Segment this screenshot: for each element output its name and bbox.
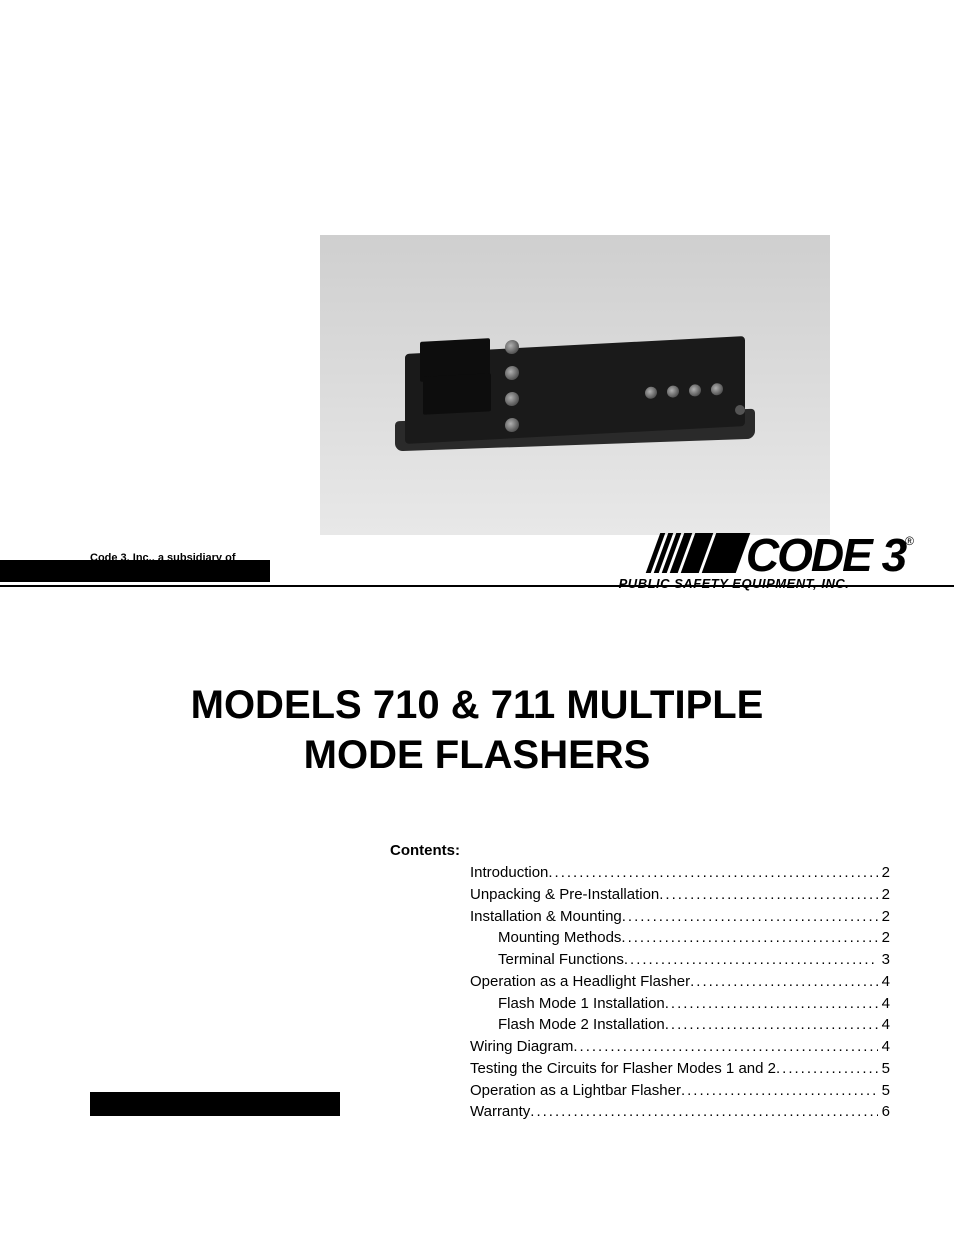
toc-label: Wiring Diagram [470, 1036, 573, 1058]
contents-heading: Contents: [0, 842, 460, 859]
toc-page: 3 [878, 949, 890, 971]
toc-row: Mounting Methods 2 [470, 927, 890, 949]
toc-page: 2 [878, 884, 890, 906]
toc-leader [573, 1036, 877, 1058]
toc-page: 4 [878, 1014, 890, 1036]
toc-page: 4 [878, 993, 890, 1015]
toc-row: Terminal Functions 3 [470, 949, 890, 971]
device-illustration [385, 315, 765, 455]
toc-label: Flash Mode 2 Installation [470, 1014, 665, 1036]
toc-label: Terminal Functions [470, 949, 624, 971]
toc-label: Testing the Circuits for Flasher Modes 1… [470, 1058, 776, 1080]
toc-row: Warranty 6 [470, 1101, 890, 1123]
toc-row: Introduction 2 [470, 862, 890, 884]
product-photo [320, 235, 830, 535]
header-black-bar [0, 560, 270, 582]
toc-row: Flash Mode 2 Installation 4 [470, 1014, 890, 1036]
toc-page: 2 [878, 862, 890, 884]
toc-label: Unpacking & Pre-Installation [470, 884, 659, 906]
toc-leader [624, 949, 878, 971]
toc-row: Installation & Mounting 2 [470, 906, 890, 928]
toc-leader [681, 1080, 878, 1102]
logo-brand-text: CODE 3 [746, 532, 905, 578]
toc-label: Introduction [470, 862, 548, 884]
toc-row: Operation as a Lightbar Flasher 5 [470, 1080, 890, 1102]
logo-stripes-icon [653, 533, 746, 578]
toc-label: Operation as a Lightbar Flasher [470, 1080, 681, 1102]
toc-label: Flash Mode 1 Installation [470, 993, 665, 1015]
toc-row: Operation as a Headlight Flasher 4 [470, 971, 890, 993]
toc-page: 5 [878, 1058, 890, 1080]
logo-registered: ® [905, 534, 914, 548]
toc-leader [622, 906, 878, 928]
toc-page: 4 [878, 971, 890, 993]
toc-leader [665, 993, 878, 1015]
toc-row: Wiring Diagram 4 [470, 1036, 890, 1058]
toc-leader [659, 884, 877, 906]
page-title: MODELS 710 & 711 MULTIPLE MODE FLASHERS [0, 680, 954, 780]
toc-row: Testing the Circuits for Flasher Modes 1… [470, 1058, 890, 1080]
toc-label: Mounting Methods [470, 927, 621, 949]
toc-page: 5 [878, 1080, 890, 1102]
toc-leader [690, 971, 878, 993]
header-bar: Code 3, Inc., a subsidiary of Public Saf… [0, 552, 954, 597]
bottom-black-bar [90, 1092, 340, 1116]
title-line2: MODE FLASHERS [304, 733, 651, 777]
toc-page: 2 [878, 927, 890, 949]
title-line1: MODELS 710 & 711 MULTIPLE [191, 683, 764, 727]
toc-page: 6 [878, 1101, 890, 1123]
table-of-contents: Introduction2Unpacking & Pre-Installatio… [470, 862, 890, 1123]
toc-page: 4 [878, 1036, 890, 1058]
header-rule [0, 585, 954, 587]
toc-leader [621, 927, 877, 949]
toc-label: Operation as a Headlight Flasher [470, 971, 690, 993]
toc-leader [776, 1058, 878, 1080]
toc-leader [530, 1101, 877, 1123]
toc-label: Warranty [470, 1101, 530, 1123]
toc-label: Installation & Mounting [470, 906, 622, 928]
toc-page: 2 [878, 906, 890, 928]
toc-leader [548, 862, 877, 884]
brand-logo: CODE 3® PUBLIC SAFETY EQUIPMENT, INC. [554, 532, 914, 591]
toc-row: Unpacking & Pre-Installation 2 [470, 884, 890, 906]
toc-leader [665, 1014, 878, 1036]
toc-row: Flash Mode 1 Installation 4 [470, 993, 890, 1015]
